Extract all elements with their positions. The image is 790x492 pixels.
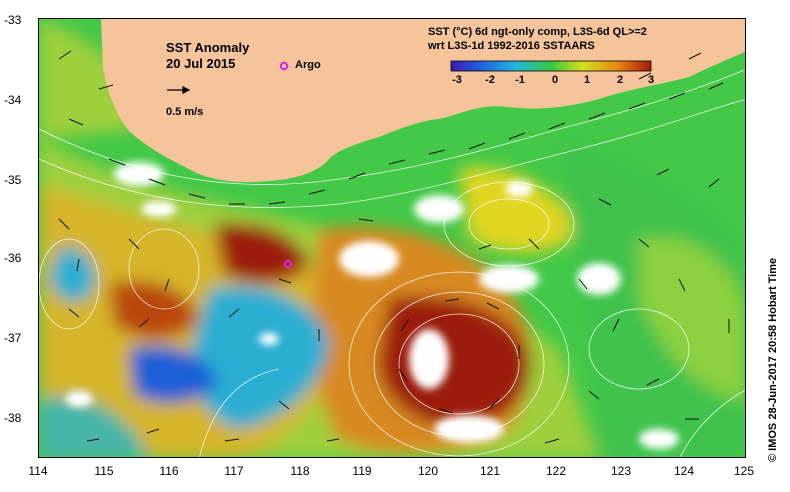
x-tick-label: 119 [352,464,372,478]
velocity-scale-label: 0.5 m/s [166,106,204,118]
x-tick-label: 123 [610,464,632,478]
map-frame [38,18,746,458]
colorbar-title-line-1: SST (°C) 6d ngt-only comp, L3S-6d QL>=2 [428,26,647,38]
map-title-block: SST Anomaly 20 Jul 2015 [166,40,249,72]
credit-text: © IMOS 28-Jun-2017 20:58 Hobart Time [767,257,779,462]
argo-marker-icon [279,61,293,269]
velocity-scale-arrow [167,86,191,94]
colorbar-tick: 0 [551,74,559,86]
colorbar-tick: -1 [515,74,525,86]
x-tick-label: 120 [417,464,439,478]
y-tick-label: -34 [4,93,22,107]
colorbar-tick: 1 [583,74,591,86]
y-tick-label: -36 [4,251,22,265]
colorbar-tick: -3 [452,74,462,86]
sea-level-contours [39,69,745,457]
x-tick-label: 125 [733,464,755,478]
x-tick-label: 124 [673,464,695,478]
map-title: SST Anomaly [166,40,250,55]
y-tick-label: -38 [4,411,22,425]
y-tick-label: -37 [4,331,22,345]
colorbar-tick: 2 [616,74,624,86]
x-tick-label: 117 [224,464,244,478]
colorbar-title: SST (°C) 6d ngt-only comp, L3S-6d QL>=2 … [428,25,647,53]
x-tick-label: 115 [94,464,114,478]
x-tick-label: 122 [545,464,567,478]
argo-legend-label: Argo [295,59,321,71]
current-vectors [58,50,730,444]
x-tick-label: 114 [28,464,48,478]
map-date: 20 Jul 2015 [166,56,236,71]
sst-anomaly-map [39,19,745,457]
land-mass [101,19,745,183]
sst-anomaly-field [39,19,745,457]
colorbar-title-line-2: wrt L3S-1d 1992-2016 SSTAARS [428,40,595,52]
y-tick-label: -35 [4,173,22,187]
colorbar-tick: -2 [485,74,495,86]
colorbar-tick: 3 [647,74,655,86]
x-tick-label: 121 [479,464,501,478]
x-tick-label: 116 [159,464,179,478]
y-tick-label: -33 [4,13,22,27]
colorbar [450,60,652,72]
x-tick-label: 118 [290,464,310,478]
